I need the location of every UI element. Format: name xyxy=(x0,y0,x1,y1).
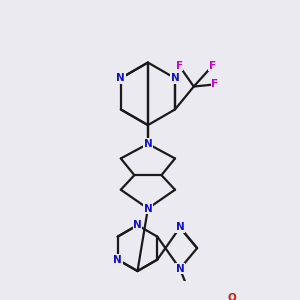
Text: F: F xyxy=(211,80,218,89)
Text: N: N xyxy=(143,139,152,149)
Text: O: O xyxy=(228,293,236,300)
Text: N: N xyxy=(113,255,122,265)
Text: N: N xyxy=(133,220,142,230)
Text: N: N xyxy=(143,203,152,214)
Text: N: N xyxy=(176,264,184,274)
Text: N: N xyxy=(143,141,152,151)
Text: N: N xyxy=(171,73,179,83)
Text: N: N xyxy=(116,73,125,83)
Text: F: F xyxy=(176,61,183,71)
Text: N: N xyxy=(176,223,184,232)
Text: F: F xyxy=(209,61,216,71)
